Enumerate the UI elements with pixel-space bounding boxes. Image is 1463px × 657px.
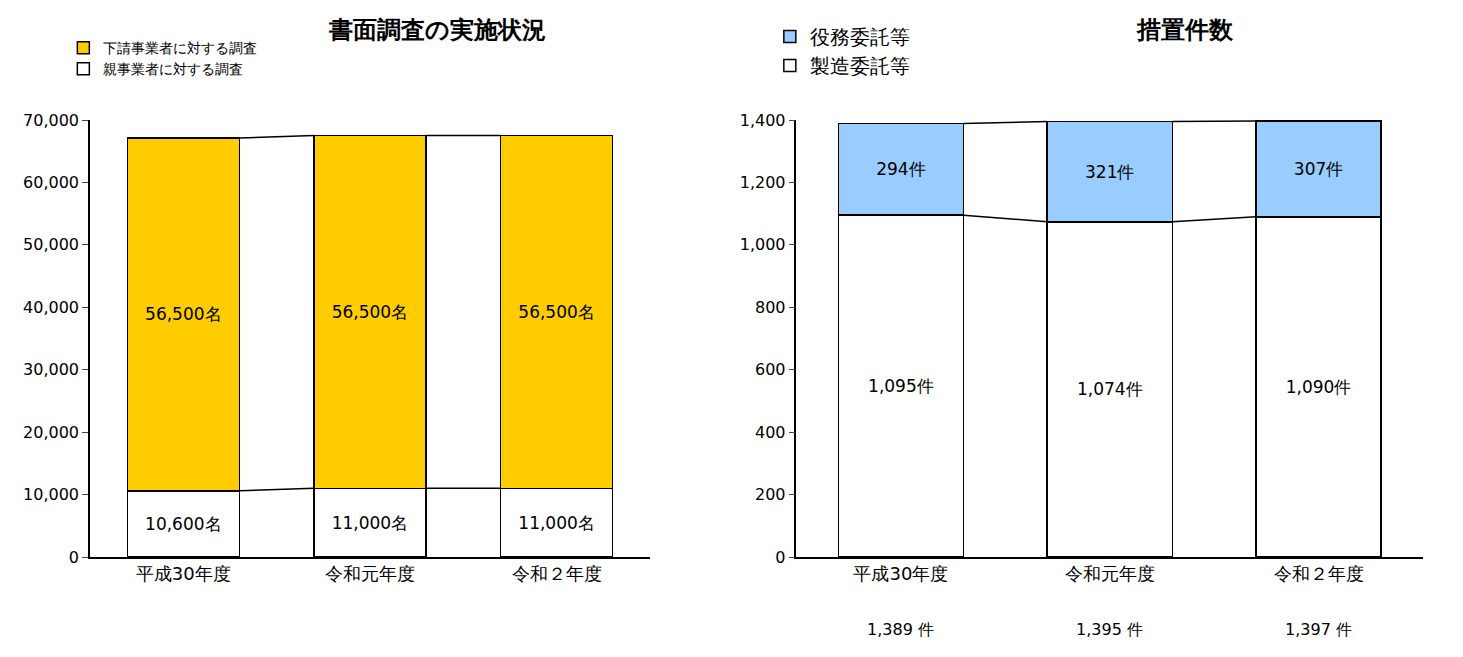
svg-text:1,397 件: 1,397 件 (1285, 620, 1352, 639)
svg-text:1,074件: 1,074件 (1077, 379, 1143, 399)
svg-text:令和２年度: 令和２年度 (1274, 563, 1364, 584)
svg-text:令和元年度: 令和元年度 (1065, 563, 1155, 584)
svg-text:下請事業者に対する調査: 下請事業者に対する調査 (103, 40, 257, 56)
svg-text:平成30年度: 平成30年度 (853, 563, 948, 584)
svg-text:製造委託等: 製造委託等 (810, 54, 910, 78)
svg-text:1,200: 1,200 (740, 173, 786, 192)
svg-text:800: 800 (755, 298, 786, 317)
svg-text:600: 600 (755, 360, 786, 379)
svg-text:1,000: 1,000 (740, 235, 786, 254)
svg-text:役務委託等: 役務委託等 (810, 25, 910, 49)
svg-text:10,600名: 10,600名 (145, 514, 221, 534)
svg-text:60,000: 60,000 (23, 173, 79, 192)
svg-text:321件: 321件 (1085, 162, 1134, 182)
svg-text:1,389 件: 1,389 件 (867, 620, 934, 639)
svg-text:0: 0 (775, 548, 785, 567)
svg-text:56,500名: 56,500名 (145, 304, 221, 324)
svg-text:20,000: 20,000 (23, 423, 79, 442)
svg-text:11,000名: 11,000名 (332, 513, 408, 533)
svg-text:400: 400 (755, 423, 786, 442)
svg-text:10,000: 10,000 (23, 485, 79, 504)
svg-text:令和２年度: 令和２年度 (512, 563, 602, 584)
svg-text:11,000名: 11,000名 (518, 513, 594, 533)
svg-text:1,395 件: 1,395 件 (1076, 620, 1143, 639)
svg-text:40,000: 40,000 (23, 298, 79, 317)
svg-text:200: 200 (755, 485, 786, 504)
svg-text:50,000: 50,000 (23, 235, 79, 254)
svg-text:1,095件: 1,095件 (868, 376, 934, 396)
svg-text:56,500名: 56,500名 (518, 302, 594, 322)
svg-text:書面調査の実施状況: 書面調査の実施状況 (328, 16, 546, 44)
svg-text:令和元年度: 令和元年度 (325, 563, 415, 584)
svg-text:70,000: 70,000 (23, 111, 79, 130)
svg-text:1,090件: 1,090件 (1286, 377, 1352, 397)
svg-text:307件: 307件 (1294, 159, 1343, 179)
svg-text:1,400: 1,400 (740, 111, 786, 130)
svg-text:措置件数: 措置件数 (1136, 16, 1234, 44)
svg-text:0: 0 (69, 548, 79, 567)
svg-text:平成30年度: 平成30年度 (136, 563, 231, 584)
svg-text:親事業者に対する調査: 親事業者に対する調査 (103, 61, 243, 77)
svg-text:56,500名: 56,500名 (332, 302, 408, 322)
svg-text:294件: 294件 (876, 159, 925, 179)
svg-text:30,000: 30,000 (23, 360, 79, 379)
